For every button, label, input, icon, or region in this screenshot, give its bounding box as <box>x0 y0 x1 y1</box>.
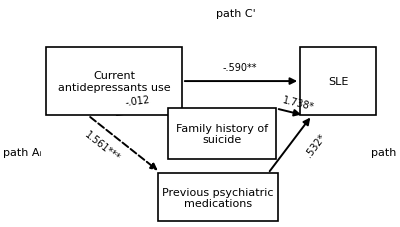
FancyBboxPatch shape <box>300 48 376 116</box>
Text: .532*: .532* <box>304 132 328 159</box>
FancyBboxPatch shape <box>158 174 278 221</box>
Text: path Aᵢ: path Aᵢ <box>3 147 41 157</box>
Text: Previous psychiatric
medications: Previous psychiatric medications <box>162 187 274 208</box>
Text: Family history of
suicide: Family history of suicide <box>176 123 268 145</box>
Text: 1.561***: 1.561*** <box>82 130 122 163</box>
FancyBboxPatch shape <box>46 48 182 116</box>
Text: -.012: -.012 <box>125 94 151 108</box>
Text: path Bᵢ: path Bᵢ <box>371 147 400 157</box>
Text: SLE: SLE <box>328 77 348 87</box>
FancyBboxPatch shape <box>168 109 276 159</box>
Text: path C': path C' <box>216 9 256 19</box>
Text: -.590**: -.590** <box>223 63 257 73</box>
Text: 1.738*: 1.738* <box>281 95 315 112</box>
Text: Current
antidepressants use: Current antidepressants use <box>58 71 170 92</box>
